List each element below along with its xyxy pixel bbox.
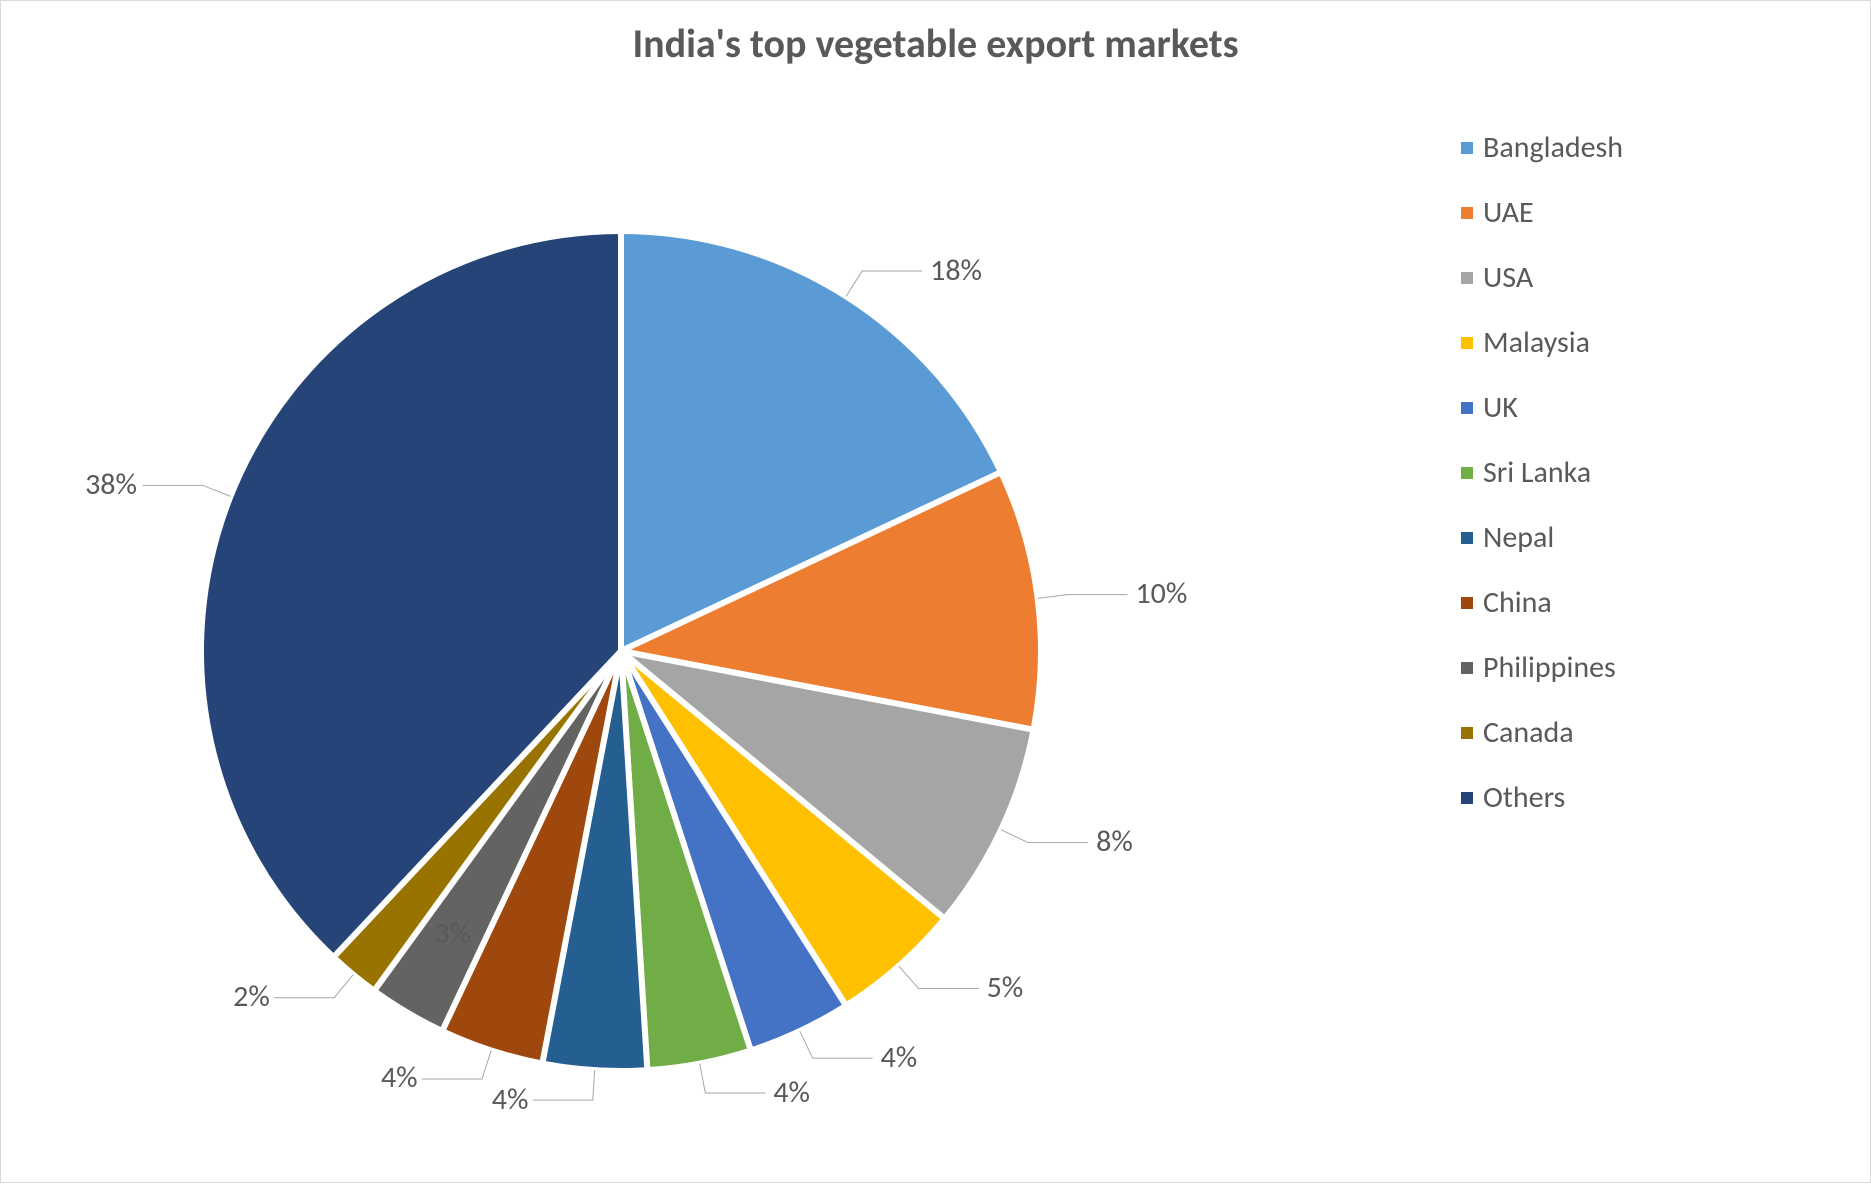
legend-swatch bbox=[1461, 402, 1473, 414]
legend-label: UAE bbox=[1483, 194, 1534, 231]
legend-label: China bbox=[1483, 584, 1552, 621]
legend-swatch bbox=[1461, 272, 1473, 284]
legend-item-sri-lanka: Sri Lanka bbox=[1461, 454, 1623, 491]
legend-label: USA bbox=[1483, 259, 1533, 296]
chart-frame: India's top vegetable export markets Ban… bbox=[0, 0, 1871, 1183]
data-label-usa: 8% bbox=[1096, 823, 1133, 860]
legend-label: UK bbox=[1483, 389, 1518, 426]
legend-item-usa: USA bbox=[1461, 259, 1623, 296]
data-label-philippines: 3% bbox=[434, 915, 471, 952]
data-label-malaysia: 5% bbox=[987, 969, 1024, 1006]
legend-swatch bbox=[1461, 662, 1473, 674]
legend-swatch bbox=[1461, 792, 1473, 804]
legend: Bangladesh UAE USA Malaysia UK Sri Lanka Nepal… bbox=[1461, 129, 1623, 816]
data-label-uk: 4% bbox=[881, 1039, 918, 1076]
legend-item-bangladesh: Bangladesh bbox=[1461, 129, 1623, 166]
legend-item-nepal: Nepal bbox=[1461, 519, 1623, 556]
legend-item-canada: Canada bbox=[1461, 714, 1623, 751]
legend-swatch bbox=[1461, 532, 1473, 544]
legend-swatch bbox=[1461, 337, 1473, 349]
legend-swatch bbox=[1461, 142, 1473, 154]
legend-item-others: Others bbox=[1461, 779, 1623, 816]
data-label-uae: 10% bbox=[1135, 575, 1187, 612]
data-label-others: 38% bbox=[85, 466, 137, 503]
legend-item-uk: UK bbox=[1461, 389, 1623, 426]
legend-label: Malaysia bbox=[1483, 324, 1590, 361]
data-label-china: 4% bbox=[381, 1059, 418, 1096]
legend-item-philippines: Philippines bbox=[1461, 649, 1623, 686]
data-label-bangladesh: 18% bbox=[930, 252, 982, 289]
data-label-canada: 2% bbox=[233, 978, 270, 1015]
legend-item-china: China bbox=[1461, 584, 1623, 621]
data-label-sri-lanka: 4% bbox=[773, 1074, 810, 1111]
legend-label: Nepal bbox=[1483, 519, 1554, 556]
legend-label: Canada bbox=[1483, 714, 1574, 751]
legend-swatch bbox=[1461, 467, 1473, 479]
legend-item-uae: UAE bbox=[1461, 194, 1623, 231]
legend-item-malaysia: Malaysia bbox=[1461, 324, 1623, 361]
legend-label: Bangladesh bbox=[1483, 129, 1623, 166]
legend-swatch bbox=[1461, 727, 1473, 739]
legend-swatch bbox=[1461, 597, 1473, 609]
legend-label: Others bbox=[1483, 779, 1565, 816]
data-label-nepal: 4% bbox=[492, 1081, 529, 1118]
legend-swatch bbox=[1461, 207, 1473, 219]
legend-label: Philippines bbox=[1483, 649, 1616, 686]
legend-label: Sri Lanka bbox=[1483, 454, 1591, 491]
